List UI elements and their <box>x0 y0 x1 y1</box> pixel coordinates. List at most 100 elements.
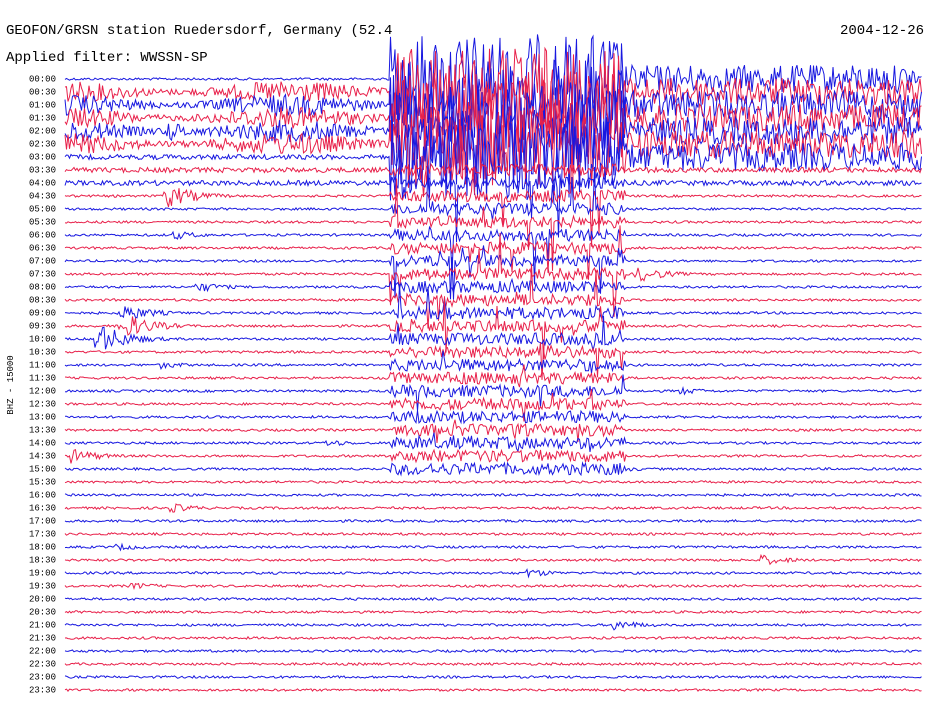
seismic-trace <box>64 568 922 579</box>
seismic-trace <box>64 245 922 300</box>
row-time-label: 06:00 <box>29 230 56 240</box>
seismic-trace <box>64 635 922 641</box>
row-time-label: 06:30 <box>29 243 56 253</box>
row-time-label: 11:30 <box>29 373 56 383</box>
row-time-label: 19:30 <box>29 581 56 591</box>
row-time-label: 21:00 <box>29 620 56 630</box>
seismic-trace <box>64 364 922 388</box>
seismic-trace <box>64 46 922 137</box>
row-time-label: 13:00 <box>29 412 56 422</box>
seismic-trace <box>64 34 922 124</box>
row-time-label: 23:00 <box>29 672 56 682</box>
row-time-label: 17:00 <box>29 516 56 526</box>
row-time-label: 11:00 <box>29 360 56 370</box>
row-time-label: 04:30 <box>29 191 56 201</box>
row-time-label: 03:00 <box>29 152 56 162</box>
row-time-label: 01:30 <box>29 113 56 123</box>
seismic-trace <box>64 531 922 537</box>
seismic-trace <box>64 232 922 317</box>
row-time-label: 15:00 <box>29 464 56 474</box>
row-time-label: 13:30 <box>29 425 56 435</box>
station-title: GEOFON/GRSN station Ruedersdorf, Germany… <box>6 23 392 39</box>
seismic-trace <box>64 621 922 631</box>
row-time-label: 10:30 <box>29 347 56 357</box>
row-time-label: 21:30 <box>29 633 56 643</box>
row-time-label: 05:30 <box>29 217 56 227</box>
date: 2004-12-26 <box>840 23 924 39</box>
seismic-trace <box>64 277 922 295</box>
row-time-label: 07:00 <box>29 256 56 266</box>
seismic-trace <box>64 492 922 498</box>
row-time-label: 18:30 <box>29 555 56 565</box>
seismic-trace <box>64 419 922 443</box>
seismic-trace <box>64 553 922 566</box>
seismic-trace <box>64 461 922 477</box>
seismic-trace <box>64 388 922 422</box>
seismic-trace <box>64 225 922 285</box>
seismic-trace <box>64 648 922 654</box>
seismic-trace <box>64 374 922 411</box>
row-time-label: 18:00 <box>29 542 56 552</box>
row-time-label: 16:30 <box>29 503 56 513</box>
seismic-trace <box>64 139 922 243</box>
row-time-label: 22:00 <box>29 646 56 656</box>
seismic-trace <box>64 519 922 524</box>
seismic-trace <box>64 73 922 163</box>
row-time-label: 12:00 <box>29 386 56 396</box>
seismic-trace <box>64 263 922 329</box>
axis-label: BHZ - 15000 <box>6 355 16 414</box>
row-time-label: 03:30 <box>29 165 56 175</box>
row-time-label: 00:30 <box>29 87 56 97</box>
row-time-label: 20:00 <box>29 594 56 604</box>
seismic-trace <box>64 315 922 351</box>
seismic-trace <box>64 144 922 247</box>
seismic-trace <box>64 448 922 464</box>
seismic-trace <box>64 350 922 374</box>
seismic-trace <box>64 284 922 321</box>
row-time-label: 08:30 <box>29 295 56 305</box>
row-time-label: 02:30 <box>29 139 56 149</box>
seismic-trace <box>65 409 922 425</box>
seismic-trace <box>64 432 922 453</box>
row-time-label: 07:30 <box>29 269 56 279</box>
seismic-trace <box>64 582 922 591</box>
row-time-label: 19:00 <box>29 568 56 578</box>
seismic-trace <box>64 165 922 221</box>
row-time-label: 00:00 <box>29 74 56 84</box>
row-time-label: 09:00 <box>29 308 56 318</box>
row-time-label: 05:00 <box>29 204 56 214</box>
row-time-label: 16:00 <box>29 490 56 500</box>
row-time-label: 14:00 <box>29 438 56 448</box>
seismic-trace <box>64 480 922 485</box>
seismic-trace <box>64 542 922 552</box>
row-time-label: 09:30 <box>29 321 56 331</box>
row-time-label: 20:30 <box>29 607 56 617</box>
row-time-label: 15:30 <box>29 477 56 487</box>
seismic-trace <box>64 503 922 513</box>
seismic-trace <box>64 112 922 201</box>
row-time-label: 17:30 <box>29 529 56 539</box>
row-time-label: 22:30 <box>29 659 56 669</box>
filter: Applied filter: WWSSN-SP <box>6 50 208 66</box>
seismic-trace <box>64 674 922 679</box>
seismic-trace <box>64 125 922 198</box>
seismic-trace <box>64 662 922 666</box>
row-time-label: 10:00 <box>29 334 56 344</box>
row-time-label: 02:00 <box>29 126 56 136</box>
seismic-trace <box>64 688 922 693</box>
row-time-label: 14:30 <box>29 451 56 461</box>
seismic-trace <box>64 59 922 150</box>
seismic-trace <box>64 342 922 380</box>
row-time-label: 01:00 <box>29 100 56 110</box>
seismic-trace <box>64 296 922 360</box>
seismic-trace <box>64 178 922 271</box>
seismic-trace <box>64 597 922 601</box>
seismic-trace <box>64 225 922 280</box>
row-time-label: 08:00 <box>29 282 56 292</box>
row-time-label: 12:30 <box>29 399 56 409</box>
row-time-label: 23:30 <box>29 685 56 695</box>
seismic-trace <box>64 99 922 188</box>
row-time-label: 04:00 <box>29 178 56 188</box>
